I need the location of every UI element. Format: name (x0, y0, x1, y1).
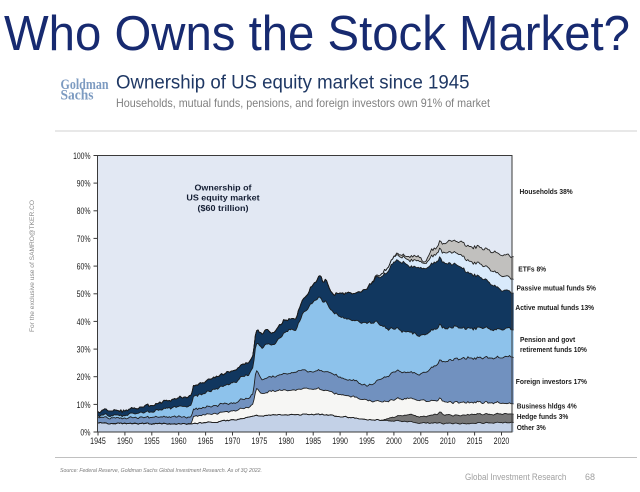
svg-text:1980: 1980 (278, 436, 294, 447)
svg-text:Sachs: Sachs (61, 87, 94, 103)
svg-text:Ownership of US equity market: Ownership of US equity market since 1945 (116, 72, 470, 93)
svg-text:Pension and govt: Pension and govt (520, 335, 576, 344)
svg-text:Households 38%: Households 38% (520, 187, 574, 196)
svg-text:2005: 2005 (413, 436, 429, 447)
svg-text:Source: Federal Reserve, Goldm: Source: Federal Reserve, Goldman Sachs G… (60, 468, 262, 474)
svg-text:2000: 2000 (386, 436, 402, 447)
svg-text:Who Owns the Stock Market?: Who Owns the Stock Market? (4, 7, 630, 61)
svg-text:1995: 1995 (359, 436, 375, 447)
svg-text:2015: 2015 (467, 436, 483, 447)
svg-text:70%: 70% (77, 234, 91, 245)
svg-text:retirement funds 10%: retirement funds 10% (520, 345, 587, 354)
svg-text:40%: 40% (77, 317, 91, 328)
svg-text:2020: 2020 (494, 436, 510, 447)
svg-text:60%: 60% (77, 262, 91, 273)
svg-text:Hedge funds 3%: Hedge funds 3% (517, 412, 569, 421)
svg-text:90%: 90% (77, 179, 91, 190)
svg-text:1955: 1955 (144, 436, 160, 447)
svg-text:1945: 1945 (90, 436, 106, 447)
svg-text:1985: 1985 (305, 436, 321, 447)
svg-text:68: 68 (585, 472, 595, 482)
svg-text:0%: 0% (80, 427, 90, 438)
svg-text:1970: 1970 (225, 436, 241, 447)
svg-text:2010: 2010 (440, 436, 456, 447)
svg-text:50%: 50% (77, 289, 91, 300)
svg-text:30%: 30% (77, 344, 91, 355)
svg-text:Global Investment Research: Global Investment Research (465, 472, 566, 482)
svg-text:Passive mutual funds 5%: Passive mutual funds 5% (517, 283, 597, 292)
svg-text:Active mutual funds 13%: Active mutual funds 13% (515, 303, 594, 312)
svg-text:($60 trillion): ($60 trillion) (198, 203, 249, 213)
svg-text:100%: 100% (73, 151, 91, 162)
svg-text:80%: 80% (77, 206, 91, 217)
svg-text:Goldman: Goldman (61, 77, 110, 93)
svg-text:Business hldgs 4%: Business hldgs 4% (517, 401, 577, 410)
svg-text:20%: 20% (77, 372, 91, 383)
svg-text:Foreign investors 17%: Foreign investors 17% (516, 377, 588, 386)
svg-text:US equity market: US equity market (186, 193, 259, 203)
svg-text:1950: 1950 (117, 436, 133, 447)
svg-text:1960: 1960 (171, 436, 187, 447)
svg-text:1975: 1975 (252, 436, 268, 447)
svg-text:For the exclusive use of SAMRO: For the exclusive use of SAMRO@TKER.CO (29, 200, 36, 332)
svg-text:10%: 10% (77, 400, 91, 411)
svg-text:Other 3%: Other 3% (517, 423, 546, 432)
svg-text:Households, mutual funds, pens: Households, mutual funds, pensions, and … (116, 97, 491, 110)
svg-text:Ownership of: Ownership of (195, 183, 252, 193)
svg-text:ETFs 8%: ETFs 8% (518, 265, 546, 274)
svg-text:1990: 1990 (332, 436, 348, 447)
svg-text:1965: 1965 (198, 436, 214, 447)
